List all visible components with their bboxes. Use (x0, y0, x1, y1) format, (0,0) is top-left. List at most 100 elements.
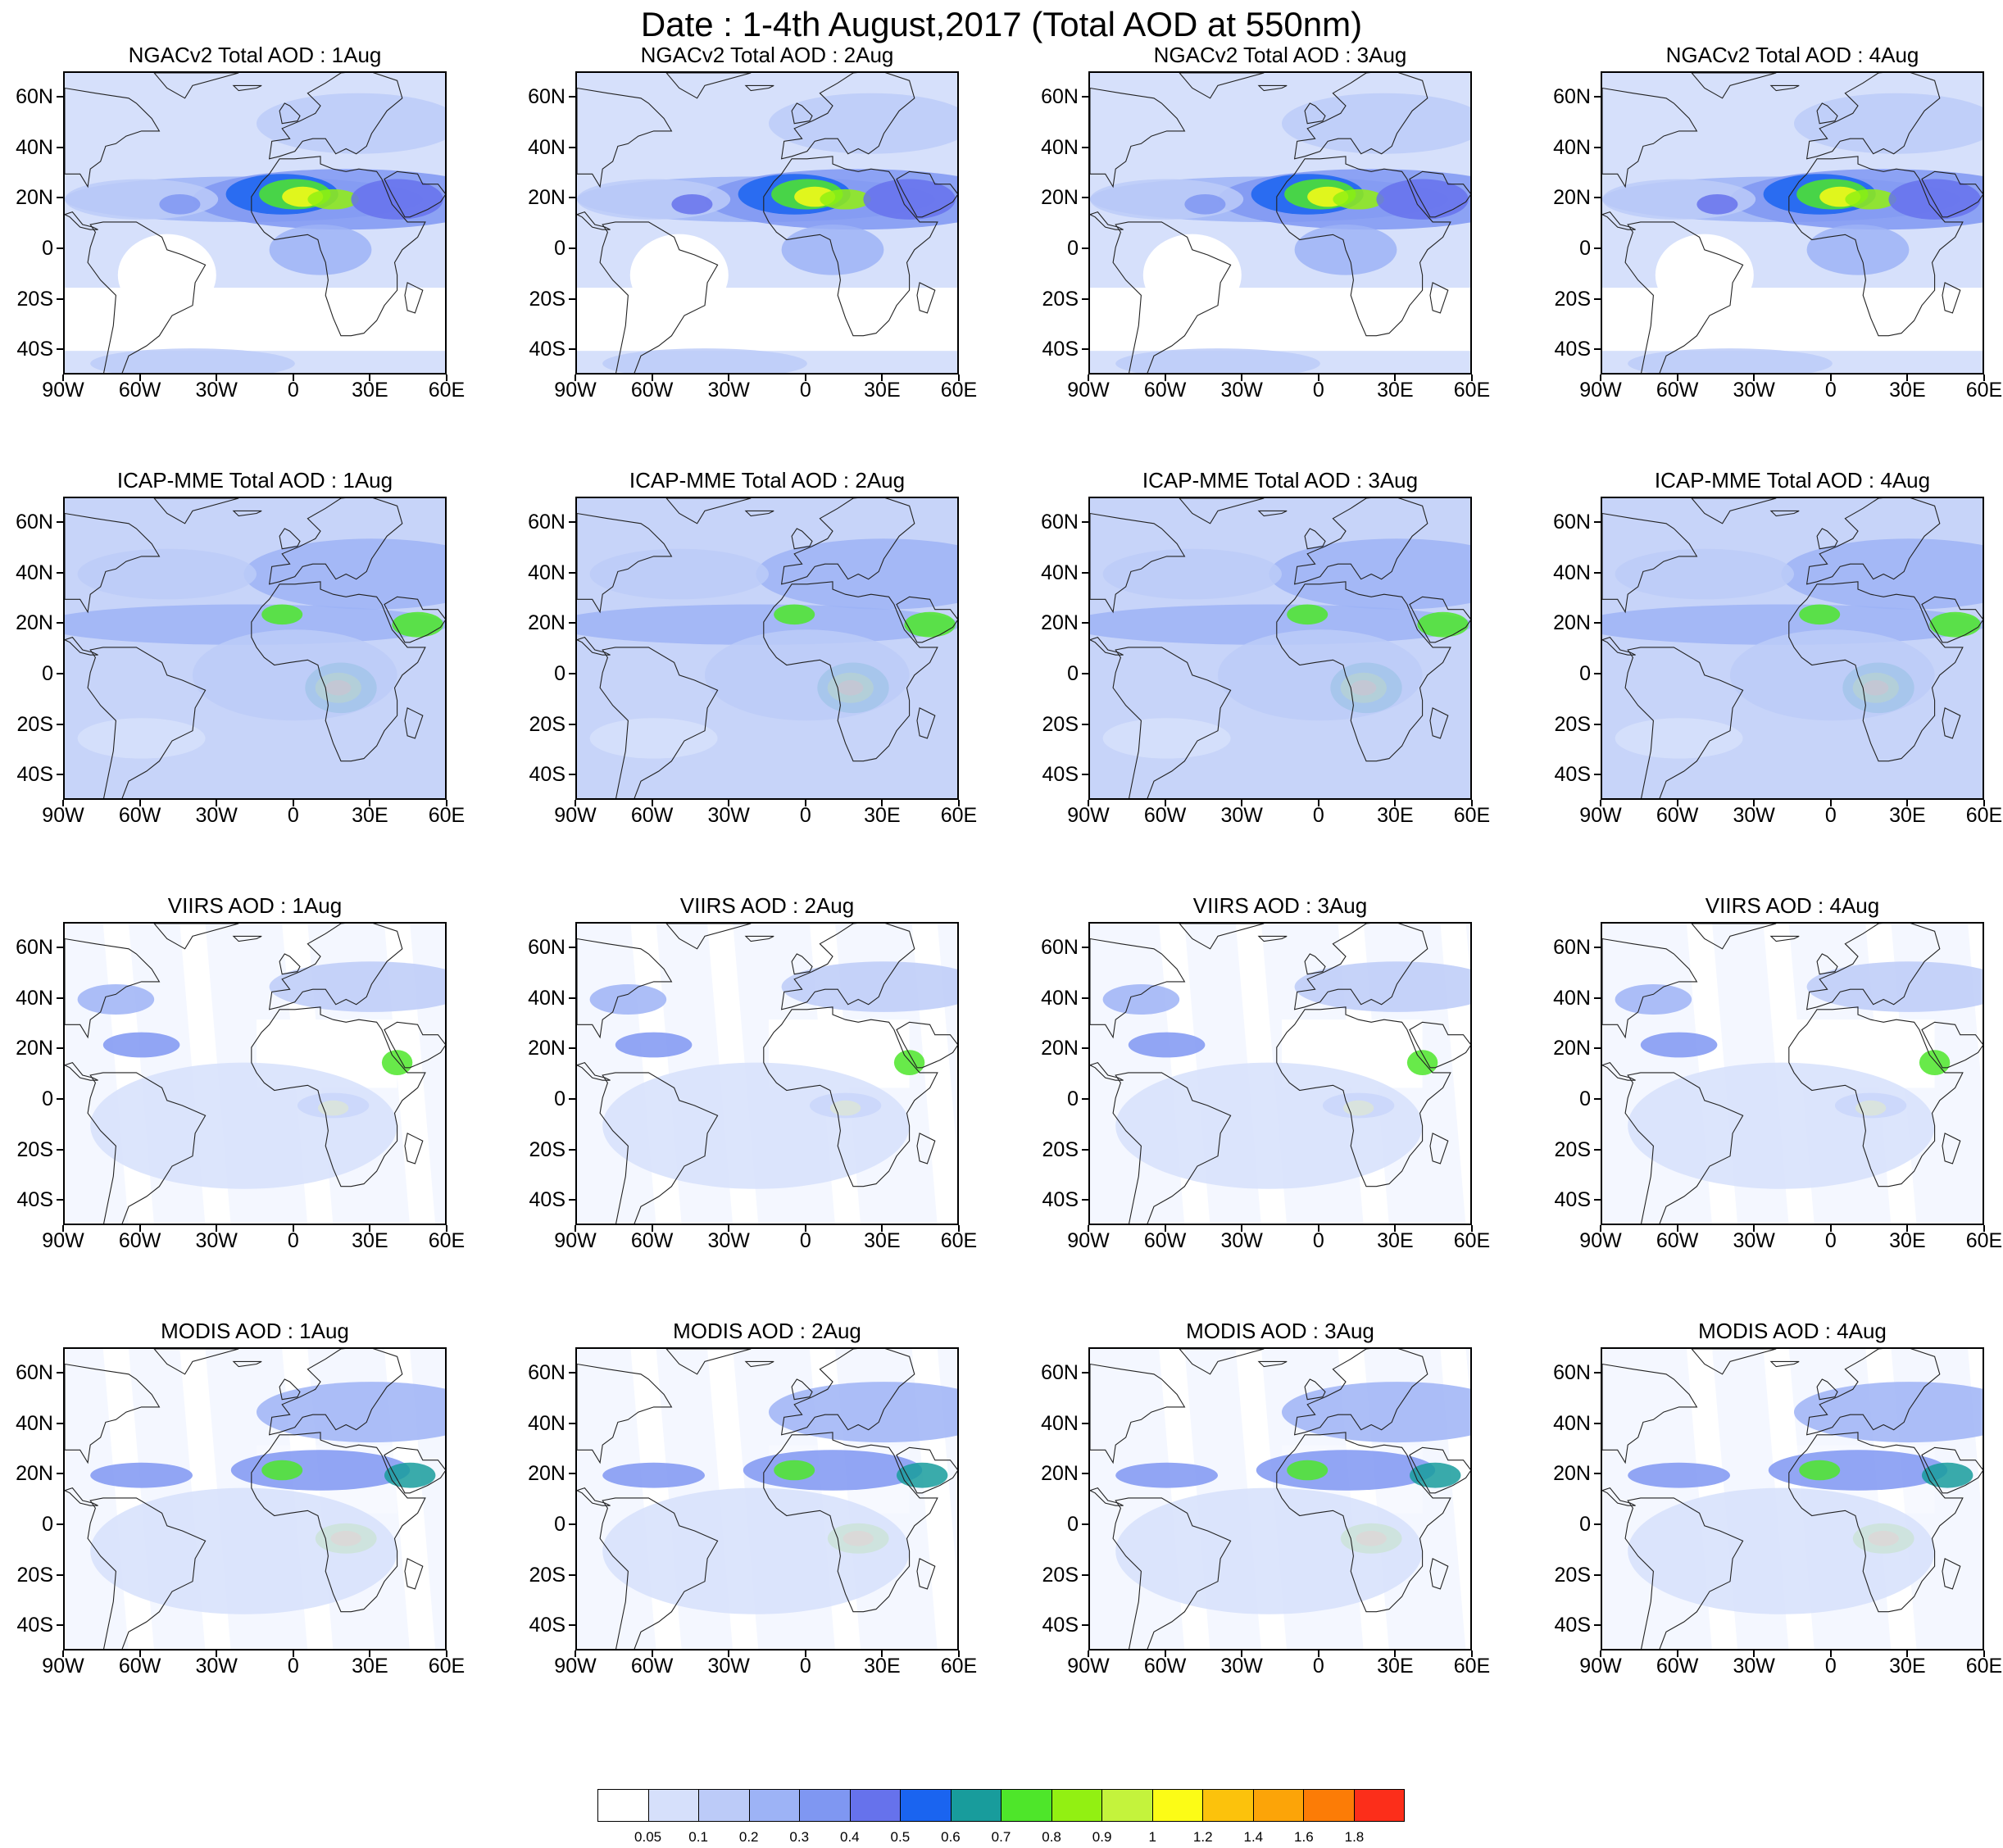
map-frame (575, 1347, 959, 1650)
lon-tick-label: 30E (864, 379, 901, 402)
colorbar-swatch (648, 1790, 699, 1821)
lat-tick-label: 20S (1554, 1137, 1591, 1161)
lon-tick-mark (62, 1225, 64, 1232)
lon-tick-label: 90W (554, 804, 597, 827)
lat-tick-label: 20S (16, 287, 53, 311)
lon-tick-mark (1471, 1225, 1473, 1232)
lat-tick-label: 20N (16, 1037, 53, 1060)
lat-tick-mark (1594, 146, 1601, 148)
map-frame (63, 1347, 447, 1650)
lon-tick-label: 60E (1453, 1229, 1491, 1252)
lon-tick-mark (1829, 375, 1832, 381)
lat-tick-mark (57, 297, 63, 300)
lat-tick-label: 0 (554, 1512, 565, 1536)
lon-tick-mark (958, 800, 960, 806)
lat-tick-label: 60N (16, 1360, 53, 1384)
lon-tick-label: 60E (1965, 1229, 2003, 1252)
lon-tick-mark (1164, 1225, 1166, 1232)
lat-tick-label: 20S (529, 1563, 565, 1587)
lon-tick-label: 30E (1889, 379, 1926, 402)
lon-tick-mark (446, 800, 447, 806)
lon-tick-label: 30W (195, 1655, 238, 1678)
lat-tick-mark (57, 1573, 63, 1576)
lon-tick-label: 90W (1067, 1229, 1110, 1252)
lon-tick-mark (1088, 800, 1089, 806)
lat-tick-label: 60N (1041, 1360, 1079, 1384)
lat-tick-label: 40N (528, 986, 565, 1010)
map-panel: ICAP-MME Total AOD : 3Aug 60N 40N 20N 0 20S 40… (1041, 466, 1490, 827)
lat-tick-label: 0 (1579, 661, 1591, 685)
map-panel: NGACv2 Total AOD : 3Aug 60N 40N 20N 0 20S 40S 9… (1041, 41, 1490, 402)
lon-tick-mark (1600, 1225, 1601, 1232)
lat-tick-mark (569, 1624, 575, 1627)
colorbar-swatch (1253, 1790, 1304, 1821)
lat-tick-mark (569, 1573, 575, 1576)
lat-tick-label: 40S (16, 763, 53, 787)
lat-tick-label: 40S (1042, 763, 1079, 787)
lon-tick-mark (958, 1225, 960, 1232)
lat-tick-mark (1594, 1573, 1601, 1576)
lon-tick-mark (575, 375, 576, 381)
panel-title: VIIRS AOD : 1Aug (167, 893, 343, 918)
lat-tick-mark (1082, 1523, 1088, 1525)
lon-tick-label: 0 (799, 1655, 811, 1678)
map-frame (1601, 1347, 1984, 1650)
map-panel: ICAP-MME Total AOD : 1Aug 60N 40N 20N 0 20S 40… (16, 466, 465, 827)
lat-tick-mark (1594, 197, 1601, 199)
lat-tick-mark (1082, 774, 1088, 776)
lon-tick-label: 60E (428, 804, 466, 827)
lon-tick-label: 0 (1824, 379, 1837, 402)
lat-tick-mark (1082, 520, 1088, 523)
lon-tick-label: 30W (1220, 1655, 1263, 1678)
lon-tick-mark (62, 800, 64, 806)
colorbar-tick-label: 1.4 (1243, 1829, 1264, 1845)
lat-tick-mark (57, 1523, 63, 1525)
lon-tick-label: 30E (864, 804, 901, 827)
lon-tick-label: 30E (352, 804, 388, 827)
colorbar-swatch (1102, 1790, 1153, 1821)
lat-tick-label: 0 (1579, 236, 1591, 260)
lat-tick-mark (1594, 1624, 1601, 1627)
aod-map-svg (1090, 498, 1470, 798)
lat-tick-label: 20N (16, 1462, 53, 1486)
lat-tick-mark (1594, 297, 1601, 300)
lat-tick-mark (1082, 1573, 1088, 1576)
lat-tick-label: 60N (16, 510, 53, 534)
lon-tick-mark (62, 1650, 64, 1657)
colorbar-swatch (850, 1790, 901, 1821)
lon-tick-mark (1317, 375, 1319, 381)
lat-tick-label: 20S (16, 1563, 53, 1587)
lon-tick-label: 90W (554, 379, 597, 402)
lon-tick-mark (728, 375, 730, 381)
map-frame (575, 497, 959, 800)
lat-tick-label: 40N (16, 986, 53, 1010)
lat-tick-label: 60N (528, 510, 565, 534)
lat-tick-label: 0 (1067, 661, 1079, 685)
lat-tick-mark (569, 297, 575, 300)
map-frame (1088, 71, 1472, 375)
lat-tick-mark (1082, 1624, 1088, 1627)
lat-tick-label: 40S (1042, 1188, 1079, 1212)
lat-tick-label: 0 (554, 1087, 565, 1110)
lon-tick-label: 90W (1579, 1655, 1622, 1678)
lat-tick-mark (57, 1097, 63, 1100)
lat-tick-label: 40S (16, 338, 53, 361)
lat-tick-mark (1594, 774, 1601, 776)
lat-tick-mark (1594, 946, 1601, 948)
lat-tick-label: 0 (42, 1512, 53, 1536)
lat-tick-mark (569, 622, 575, 624)
colorbar-swatch (951, 1790, 1002, 1821)
aod-map-svg (1602, 498, 1983, 798)
lat-tick-label: 40N (528, 135, 565, 159)
lat-tick-label: 0 (42, 1087, 53, 1110)
lat-tick-label: 40S (529, 763, 565, 787)
map-frame (1601, 71, 1984, 375)
lat-tick-mark (569, 946, 575, 948)
lat-tick-mark (569, 1371, 575, 1374)
lat-tick-label: 20N (528, 1462, 565, 1486)
lat-tick-label: 20N (1553, 1462, 1591, 1486)
panel-title: MODIS AOD : 3Aug (1186, 1319, 1374, 1343)
lat-tick-mark (57, 571, 63, 574)
map-panel: ICAP-MME Total AOD : 4Aug 60N 40N 20N 0 20S 40… (1553, 466, 2002, 827)
colorbar-swatch (1354, 1790, 1404, 1821)
